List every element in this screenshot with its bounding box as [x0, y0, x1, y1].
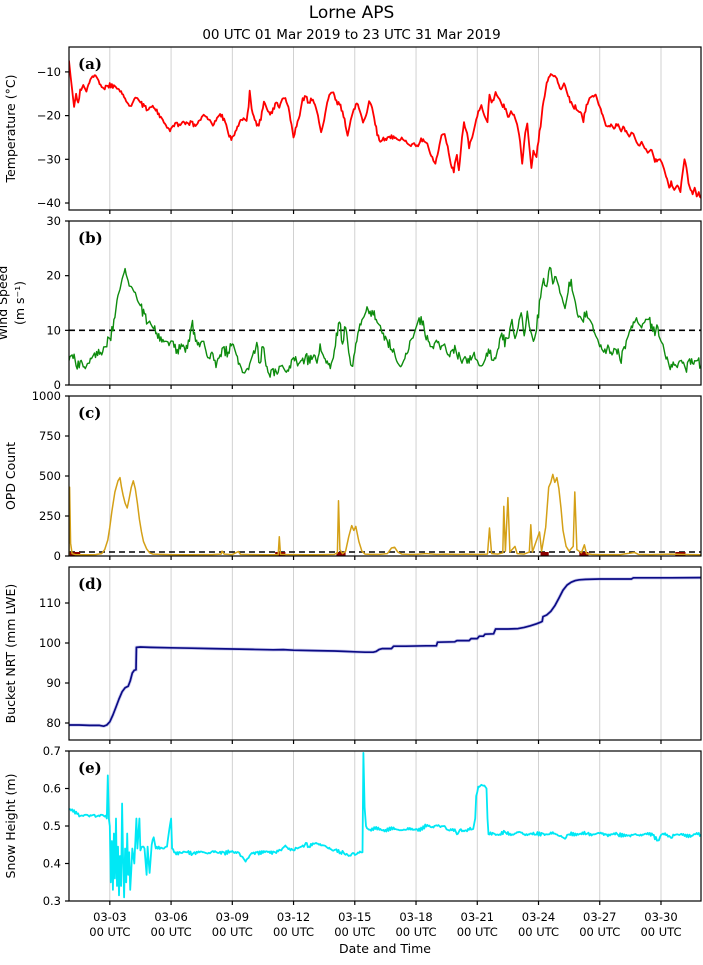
y-tick-label: 0.4	[43, 857, 61, 871]
panel-letter-label: (a)	[78, 55, 102, 73]
y-tick-label: 20	[46, 269, 61, 283]
panel-temperature: −10 −20 −30 −40 (a) Temperature (°C)	[3, 46, 702, 214]
x-tick-label-date: 03-18	[399, 910, 432, 924]
x-tick-label-date: 03-03	[93, 910, 126, 924]
panel-frame	[68, 46, 702, 211]
y-tick-label: 110	[39, 596, 61, 610]
x-tick-label-time: 00 UTC	[640, 925, 681, 939]
x-tick-label-time: 00 UTC	[212, 925, 253, 939]
x-tick-label-date: 03-06	[154, 910, 187, 924]
y-tick-label: 100	[39, 636, 61, 650]
y-tick-label: 90	[46, 676, 61, 690]
x-tick-label-date: 03-21	[461, 910, 494, 924]
bucket-nrt-line	[69, 576, 701, 728]
y-tick-label: −10	[37, 65, 61, 79]
y-tick-label: −30	[37, 152, 61, 166]
panel-opd-count: 0 250 500 750 1000 (c) OPD Count	[3, 389, 702, 563]
x-tick-label-time: 00 UTC	[89, 925, 130, 939]
panel-letter-label: (e)	[78, 759, 102, 777]
y-axis-label: Wind Speed	[0, 266, 10, 341]
x-tick-label-date: 03-30	[644, 910, 677, 924]
panel-wind-speed: 0 10 20 30 (b) Wind Speed (m s⁻¹)	[0, 214, 702, 392]
panel-frame	[68, 220, 702, 386]
y-axis-label: Temperature (°C)	[3, 75, 18, 184]
x-tick-label-date: 03-12	[277, 910, 310, 924]
panel-snow-height: 0.3 0.4 0.5 0.6 0.7 (e) Snow Height (m)	[3, 744, 702, 908]
panel-letter-label: (c)	[78, 404, 101, 422]
wind-speed-line	[69, 266, 701, 378]
x-axis-label: Date and Time	[339, 941, 431, 956]
y-tick-label: −20	[37, 109, 61, 123]
panel-letter-label: (d)	[78, 575, 103, 593]
y-tick-label: 750	[39, 429, 61, 443]
panel-bucket-nrt: 80 90 100 110 (d) Bucket NRT (mm LWE)	[3, 566, 702, 744]
x-tick-label-time: 00 UTC	[334, 925, 375, 939]
y-tick-label: 0	[54, 378, 61, 392]
x-tick-label-date: 03-27	[583, 910, 616, 924]
y-tick-label: 0.5	[43, 819, 61, 833]
y-tick-label: 500	[39, 469, 61, 483]
y-tick-label: 10	[46, 323, 61, 337]
x-tick-label-time: 00 UTC	[457, 925, 498, 939]
y-axis-label: OPD Count	[3, 442, 18, 510]
y-tick-label: −40	[37, 196, 61, 210]
y-axis-label: Bucket NRT (mm LWE)	[3, 584, 18, 724]
chart-subtitle: 00 UTC 01 Mar 2019 to 23 UTC 31 Mar 2019	[202, 27, 501, 43]
y-tick-label: 80	[46, 716, 61, 730]
x-tick-label-time: 00 UTC	[395, 925, 436, 939]
y-tick-label: 0	[54, 549, 61, 563]
x-tick-label-date: 03-24	[522, 910, 555, 924]
below-threshold-marker	[336, 552, 346, 556]
y-tick-label: 30	[46, 214, 61, 228]
temperature-line	[69, 60, 701, 199]
bucket-nrt-line-halo	[69, 575, 701, 728]
snow-height-line	[69, 752, 701, 899]
x-tick-label-time: 00 UTC	[151, 925, 192, 939]
y-tick-label: 1000	[32, 389, 61, 403]
x-tick-label-time: 00 UTC	[518, 925, 559, 939]
panel-letter-label: (b)	[78, 229, 103, 247]
panel-frame	[68, 566, 702, 741]
x-tick-label-date: 03-09	[216, 910, 249, 924]
y-tick-label: 0.3	[43, 894, 61, 908]
panel-frame	[68, 395, 702, 557]
x-tick-label-time: 00 UTC	[273, 925, 314, 939]
below-threshold-marker	[579, 552, 589, 556]
opd-count-line	[69, 473, 701, 556]
x-tick-label-date: 03-15	[338, 910, 371, 924]
x-tick-label-time: 00 UTC	[579, 925, 620, 939]
chart-title: Lorne APS	[308, 3, 395, 23]
y-axis-label: (m s⁻¹)	[12, 281, 27, 325]
y-tick-label: 250	[39, 509, 61, 523]
panel-frame	[68, 750, 702, 902]
below-threshold-marker	[540, 552, 549, 556]
y-tick-label: 0.6	[43, 782, 61, 796]
y-tick-label: 0.7	[43, 744, 61, 758]
y-axis-label: Snow Height (m)	[3, 774, 18, 879]
